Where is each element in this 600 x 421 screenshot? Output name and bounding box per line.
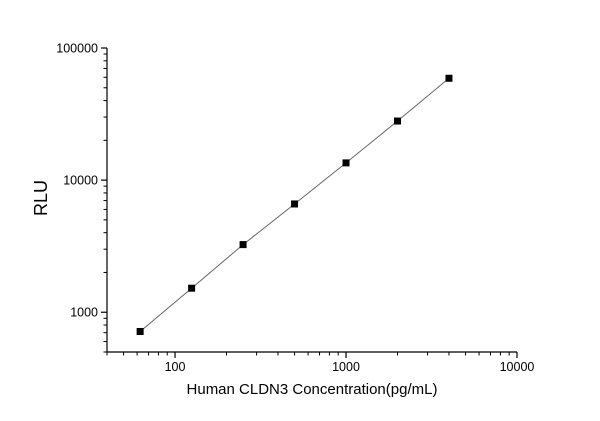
axis-tick-labels: 100 1000 10000 1000 10000 100000 xyxy=(56,42,534,375)
data-point-marker xyxy=(291,200,299,208)
x-tick-label: 10000 xyxy=(500,360,535,374)
y-axis-title: RLU xyxy=(31,180,51,216)
series-markers xyxy=(136,74,453,335)
data-point-marker xyxy=(188,284,196,292)
data-point-marker xyxy=(136,327,144,335)
data-point-marker xyxy=(393,117,401,125)
y-tick-label: 10000 xyxy=(63,174,98,188)
y-tick-label: 1000 xyxy=(70,306,98,320)
y-tick-label: 100000 xyxy=(56,42,98,56)
data-point-marker xyxy=(342,159,350,167)
axis-lines xyxy=(106,48,517,353)
x-tick-label: 100 xyxy=(165,360,186,374)
x-axis-title: Human CLDN3 Concentration(pg/mL) xyxy=(187,381,438,398)
data-point-marker xyxy=(239,241,247,249)
x-tick-label: 1000 xyxy=(332,360,360,374)
data-point-marker xyxy=(445,74,453,82)
